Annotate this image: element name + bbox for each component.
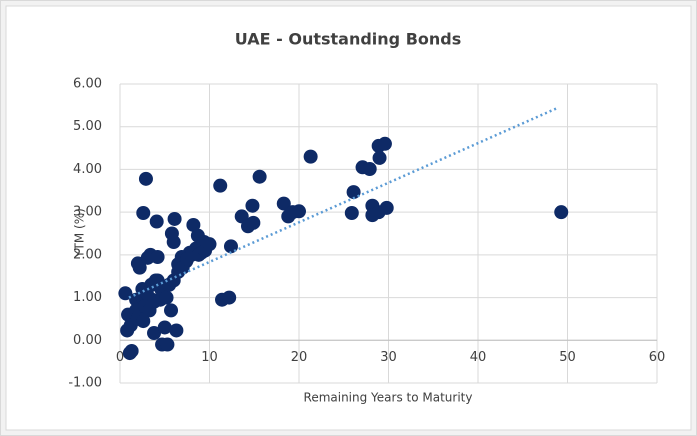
point bbox=[157, 320, 172, 335]
point bbox=[303, 149, 318, 164]
point bbox=[554, 205, 569, 220]
point bbox=[150, 249, 165, 264]
x-tick-label: 50 bbox=[559, 350, 576, 365]
y-tick-label: 0.00 bbox=[73, 333, 102, 348]
point bbox=[166, 235, 181, 250]
x-tick-label: 40 bbox=[470, 350, 487, 365]
point bbox=[164, 303, 179, 318]
y-axis-label: YTM (%) bbox=[73, 208, 87, 259]
point bbox=[169, 323, 184, 338]
point bbox=[222, 290, 237, 305]
point bbox=[252, 169, 267, 184]
point bbox=[149, 214, 164, 229]
point bbox=[136, 314, 151, 329]
point bbox=[132, 260, 147, 275]
point bbox=[379, 200, 394, 215]
y-tick-label: 4.00 bbox=[73, 162, 102, 177]
x-tick-label: 10 bbox=[201, 350, 218, 365]
x-tick-label: 20 bbox=[291, 350, 308, 365]
y-tick-label: 6.00 bbox=[73, 77, 102, 92]
point bbox=[136, 205, 151, 220]
x-axis-label: Remaining Years to Maturity bbox=[304, 391, 473, 405]
point bbox=[245, 198, 260, 213]
point bbox=[292, 204, 306, 219]
point bbox=[362, 162, 377, 177]
point bbox=[138, 171, 153, 186]
point bbox=[124, 343, 139, 358]
x-tick-label: 60 bbox=[649, 350, 666, 365]
point bbox=[377, 136, 392, 151]
point bbox=[160, 337, 175, 352]
point bbox=[213, 178, 228, 193]
y-tick-label: 3.00 bbox=[73, 205, 102, 220]
point bbox=[147, 294, 162, 309]
trendline bbox=[128, 106, 560, 299]
point bbox=[246, 215, 261, 230]
y-tick-label: -1.00 bbox=[68, 376, 102, 391]
point bbox=[344, 205, 359, 220]
x-tick-label: 30 bbox=[380, 350, 397, 365]
point bbox=[346, 185, 361, 200]
point bbox=[276, 196, 291, 211]
point bbox=[159, 290, 174, 305]
point bbox=[147, 326, 162, 341]
y-tick-label: 2.00 bbox=[73, 247, 102, 262]
x-tick-label: 0 bbox=[116, 350, 124, 365]
y-tick-label: 5.00 bbox=[73, 119, 102, 134]
chart-title: UAE - Outstanding Bonds bbox=[235, 30, 462, 49]
point bbox=[186, 217, 201, 232]
point bbox=[202, 237, 217, 252]
point bbox=[372, 150, 387, 165]
y-tick-label: 1.00 bbox=[73, 290, 102, 305]
point bbox=[167, 211, 182, 226]
